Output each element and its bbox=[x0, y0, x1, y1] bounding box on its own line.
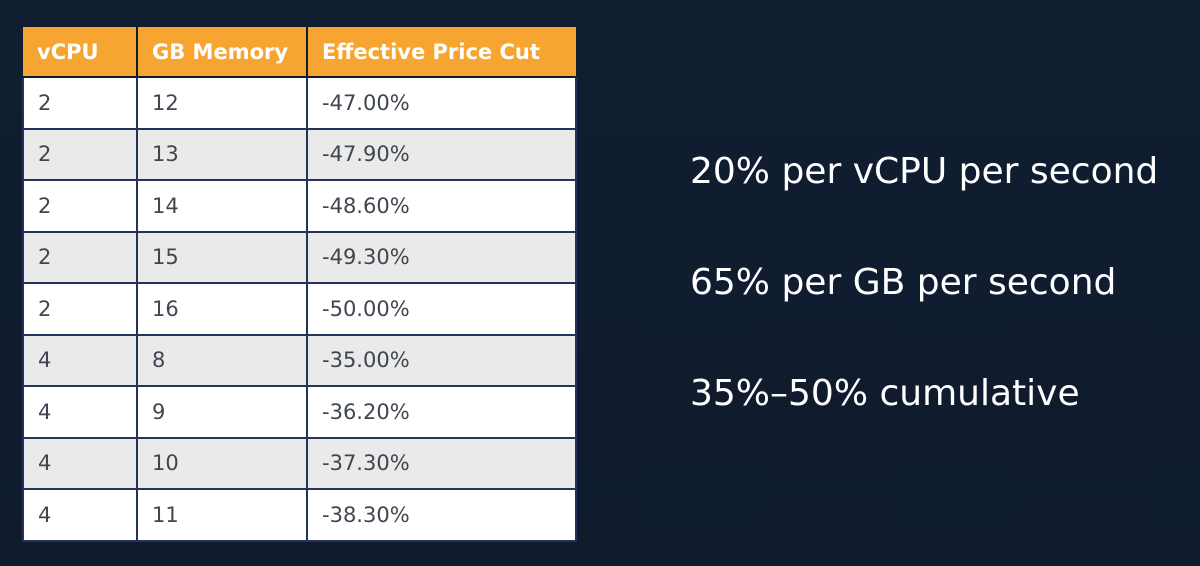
stat-vcpu-saving: 20% per vCPU per second bbox=[690, 151, 1159, 192]
table-row: 4 8 -35.00% bbox=[22, 333, 577, 387]
cell-vcpu: 2 bbox=[22, 76, 138, 130]
cell-price-cut: -48.60% bbox=[306, 179, 577, 233]
cell-vcpu: 2 bbox=[22, 230, 138, 284]
cell-vcpu: 4 bbox=[22, 385, 138, 439]
table-row: 2 14 -48.60% bbox=[22, 179, 577, 233]
header-vcpu: vCPU bbox=[23, 27, 138, 78]
cell-price-cut: -38.30% bbox=[306, 488, 577, 542]
cell-gb-memory: 11 bbox=[136, 488, 308, 542]
cell-price-cut: -50.00% bbox=[306, 282, 577, 336]
summary-stats: 20% per vCPU per second 65% per GB per s… bbox=[690, 148, 1190, 481]
cell-gb-memory: 10 bbox=[136, 436, 308, 490]
cell-vcpu: 4 bbox=[22, 436, 138, 490]
table-row: 4 11 -38.30% bbox=[22, 488, 577, 542]
cell-price-cut: -47.00% bbox=[306, 76, 577, 130]
cell-gb-memory: 13 bbox=[136, 127, 308, 181]
cell-vcpu: 2 bbox=[22, 282, 138, 336]
table-row: 2 12 -47.00% bbox=[22, 76, 577, 130]
cell-price-cut: -49.30% bbox=[306, 230, 577, 284]
cell-gb-memory: 9 bbox=[136, 385, 308, 439]
cell-gb-memory: 14 bbox=[136, 179, 308, 233]
cell-gb-memory: 12 bbox=[136, 76, 308, 130]
header-effective-price-cut: Effective Price Cut bbox=[307, 27, 576, 78]
table-row: 2 16 -50.00% bbox=[22, 282, 577, 336]
cell-gb-memory: 15 bbox=[136, 230, 308, 284]
cell-price-cut: -47.90% bbox=[306, 127, 577, 181]
cell-price-cut: -37.30% bbox=[306, 436, 577, 490]
cell-vcpu: 2 bbox=[22, 127, 138, 181]
header-gb-memory: GB Memory bbox=[137, 27, 308, 78]
cell-gb-memory: 8 bbox=[136, 333, 308, 387]
cell-price-cut: -36.20% bbox=[306, 385, 577, 439]
pricing-table: vCPU GB Memory Effective Price Cut 2 12 … bbox=[22, 27, 577, 542]
table-row: 2 13 -47.90% bbox=[22, 127, 577, 181]
cell-vcpu: 4 bbox=[22, 488, 138, 542]
stat-memory-saving: 65% per GB per second bbox=[690, 262, 1117, 303]
cell-vcpu: 4 bbox=[22, 333, 138, 387]
cell-price-cut: -35.00% bbox=[306, 333, 577, 387]
cell-vcpu: 2 bbox=[22, 179, 138, 233]
stat-cumulative-saving: 35%–50% cumulative bbox=[690, 373, 1080, 414]
table-header-row: vCPU GB Memory Effective Price Cut bbox=[23, 27, 576, 78]
table-row: 2 15 -49.30% bbox=[22, 230, 577, 284]
table-row: 4 10 -37.30% bbox=[22, 436, 577, 490]
cell-gb-memory: 16 bbox=[136, 282, 308, 336]
table-row: 4 9 -36.20% bbox=[22, 385, 577, 439]
